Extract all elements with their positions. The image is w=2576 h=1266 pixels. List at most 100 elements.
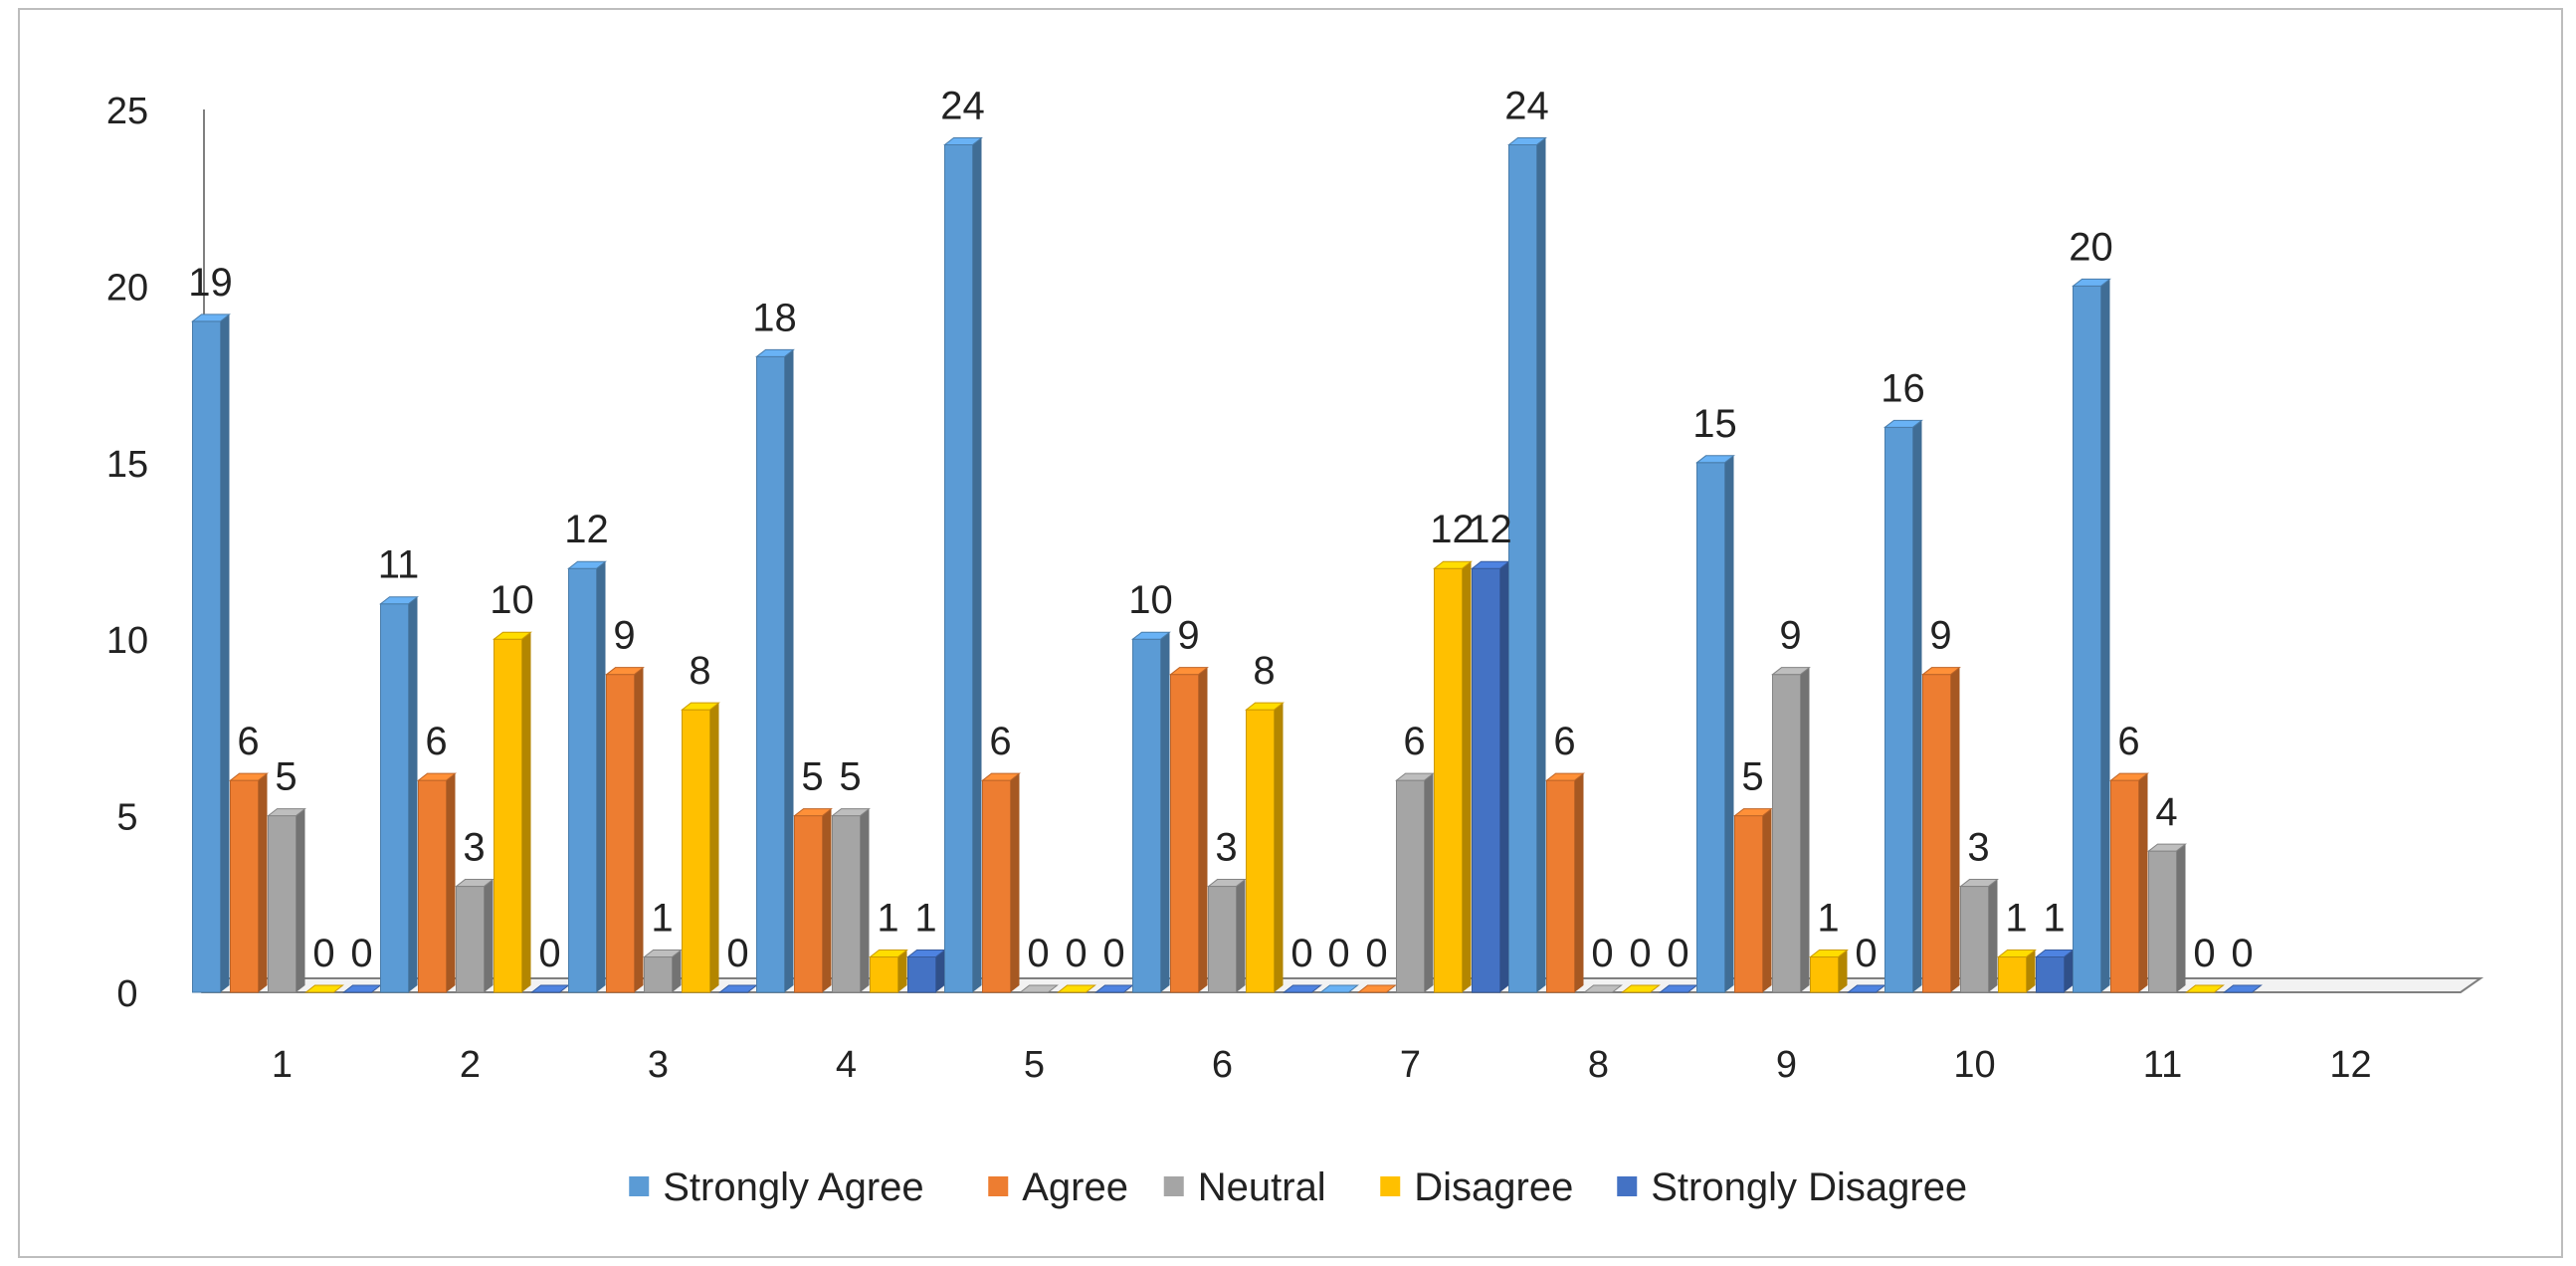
data-label: 16 bbox=[1881, 366, 1925, 410]
bar-agree-8 bbox=[1545, 772, 1585, 993]
bar-disagree-10 bbox=[1997, 950, 2037, 993]
y-tick-label: 5 bbox=[116, 797, 137, 839]
bar-strongly-agree-9 bbox=[1695, 455, 1735, 993]
data-label: 18 bbox=[752, 296, 797, 339]
y-tick-label: 0 bbox=[116, 973, 137, 1015]
data-label: 12 bbox=[564, 508, 609, 551]
data-label: 0 bbox=[1327, 932, 1349, 975]
bars bbox=[191, 136, 2263, 993]
bar-strongly-agree-7 bbox=[1319, 984, 1359, 993]
data-label: 5 bbox=[275, 755, 297, 799]
x-tick-label: 3 bbox=[648, 1044, 669, 1086]
bar-strongly-agree-6 bbox=[1131, 631, 1171, 993]
data-label: 0 bbox=[726, 932, 748, 975]
legend-swatch bbox=[1380, 1176, 1401, 1196]
bar-strongly-disagree-4 bbox=[906, 950, 946, 993]
data-label: 3 bbox=[1215, 826, 1237, 870]
bar-disagree-5 bbox=[1057, 984, 1096, 993]
legend-swatch bbox=[629, 1176, 650, 1196]
bar-disagree-8 bbox=[1621, 984, 1661, 993]
legend-swatch bbox=[1163, 1176, 1184, 1196]
bar-agree-5 bbox=[981, 772, 1021, 993]
bar-neutral-7 bbox=[1395, 772, 1435, 993]
data-label: 0 bbox=[1027, 932, 1049, 975]
bar-strongly-agree-2 bbox=[379, 596, 419, 993]
legend-swatch bbox=[1617, 1176, 1638, 1196]
data-label: 0 bbox=[1365, 932, 1387, 975]
data-label: 6 bbox=[2117, 720, 2139, 763]
data-label: 1 bbox=[914, 897, 936, 941]
data-label: 20 bbox=[2069, 225, 2113, 269]
legend-label: Strongly Agree bbox=[663, 1165, 923, 1209]
data-label: 12 bbox=[1430, 508, 1475, 551]
data-label: 9 bbox=[1177, 614, 1199, 658]
data-label: 19 bbox=[188, 261, 233, 305]
legend-item-strongly-disagree: Strongly Disagree bbox=[1617, 1165, 1967, 1209]
data-label: 0 bbox=[350, 932, 372, 975]
bar-strongly-agree-4 bbox=[755, 348, 795, 993]
data-label: 0 bbox=[1290, 932, 1312, 975]
data-label: 0 bbox=[538, 932, 560, 975]
bar-neutral-10 bbox=[1959, 879, 1999, 993]
data-label: 0 bbox=[1065, 932, 1087, 975]
y-tick-label: 20 bbox=[106, 267, 148, 309]
legend-label: Strongly Disagree bbox=[1651, 1165, 1967, 1209]
data-label: 4 bbox=[2155, 790, 2177, 834]
bar-strongly-agree-5 bbox=[943, 136, 983, 993]
data-label: 0 bbox=[2193, 932, 2215, 975]
data-label: 10 bbox=[490, 578, 534, 622]
bar-strongly-agree-11 bbox=[2072, 278, 2111, 993]
data-label: 10 bbox=[1128, 578, 1173, 622]
x-tick-label: 5 bbox=[1024, 1044, 1045, 1086]
bar-neutral-8 bbox=[1583, 984, 1623, 993]
data-label: 24 bbox=[940, 84, 985, 127]
bar-agree-3 bbox=[605, 667, 645, 993]
data-label: 5 bbox=[801, 755, 823, 799]
y-axis: 0 5 10 15 20 25 bbox=[106, 91, 205, 1015]
data-label: 0 bbox=[1855, 932, 1877, 975]
data-label: 11 bbox=[378, 543, 420, 587]
data-label: 1 bbox=[877, 897, 898, 941]
bar-agree-4 bbox=[793, 808, 833, 993]
bar-agree-11 bbox=[2109, 772, 2149, 993]
data-label: 9 bbox=[1929, 614, 1951, 658]
data-label: 24 bbox=[1504, 84, 1549, 127]
bar-agree-7 bbox=[1357, 984, 1397, 993]
bar-strongly-disagree-10 bbox=[2035, 950, 2075, 993]
bar-strongly-disagree-11 bbox=[2223, 984, 2263, 993]
data-label: 15 bbox=[1692, 402, 1737, 446]
data-label: 1 bbox=[1817, 897, 1839, 941]
bar-neutral-9 bbox=[1771, 667, 1811, 993]
bar-strongly-agree-8 bbox=[1507, 136, 1547, 993]
bar-agree-6 bbox=[1169, 667, 1209, 993]
y-tick-label: 10 bbox=[106, 620, 148, 662]
x-tick-label: 7 bbox=[1400, 1044, 1421, 1086]
data-label: 1 bbox=[2005, 897, 2027, 941]
data-label: 12 bbox=[1468, 508, 1512, 551]
bar-neutral-1 bbox=[267, 808, 306, 993]
bar-disagree-2 bbox=[493, 631, 532, 993]
bar-strongly-disagree-7 bbox=[1471, 560, 1510, 993]
bar-disagree-3 bbox=[681, 702, 720, 993]
x-tick-label: 6 bbox=[1212, 1044, 1233, 1086]
data-label: 1 bbox=[2043, 897, 2065, 941]
bar-strongly-disagree-6 bbox=[1283, 984, 1322, 993]
x-tick-label: 2 bbox=[460, 1044, 481, 1086]
data-label: 1 bbox=[651, 897, 673, 941]
legend-label: Neutral bbox=[1198, 1165, 1326, 1209]
x-tick-label: 1 bbox=[272, 1044, 293, 1086]
legend-item-disagree: Disagree bbox=[1380, 1165, 1573, 1209]
data-label: 0 bbox=[2231, 932, 2253, 975]
x-tick-label: 11 bbox=[2143, 1044, 2182, 1086]
bar-disagree-7 bbox=[1433, 560, 1473, 993]
bar-neutral-3 bbox=[643, 950, 683, 993]
bar-agree-2 bbox=[417, 772, 457, 993]
y-tick-label: 25 bbox=[106, 91, 148, 132]
x-tick-label: 9 bbox=[1776, 1044, 1797, 1086]
legend: Strongly Agree Agree Neutral Disagree Strong… bbox=[629, 1165, 1967, 1209]
bar-disagree-11 bbox=[2185, 984, 2225, 993]
legend-item-neutral: Neutral bbox=[1163, 1165, 1326, 1209]
bar-disagree-9 bbox=[1809, 950, 1849, 993]
legend-item-strongly-agree: Strongly Agree bbox=[629, 1165, 924, 1209]
bar-disagree-4 bbox=[869, 950, 908, 993]
